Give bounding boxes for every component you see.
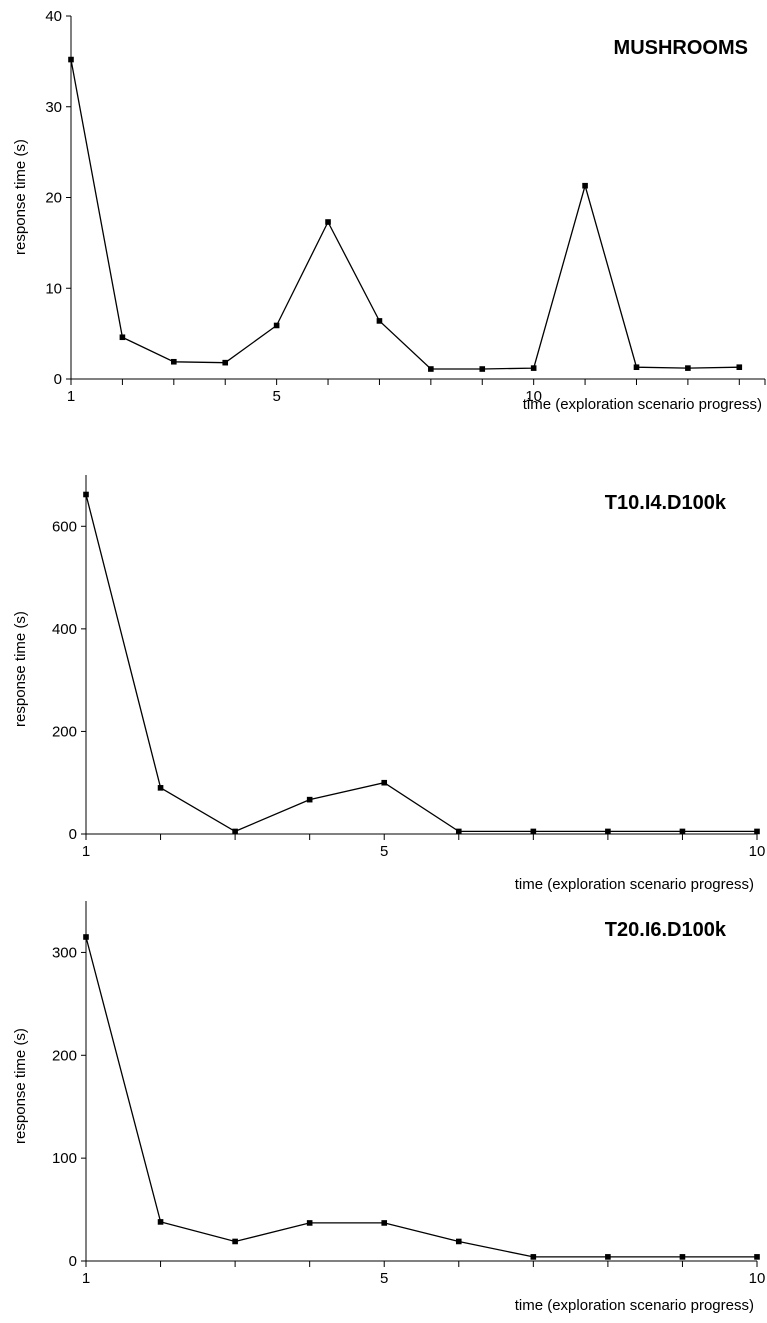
y-axis-title: response time (s): [12, 139, 29, 255]
data-point: [232, 1238, 238, 1245]
series-line: [70, 59, 740, 370]
x-tick-label: 5: [272, 388, 280, 405]
data-point: [679, 1254, 686, 1260]
data-point: [428, 366, 434, 372]
chart-mushrooms: MUSHROOMS response time (s) time (explor…: [12, 8, 766, 413]
x-tick-label: 5: [380, 1270, 388, 1287]
x-axis-title: time (exploration scenario progress): [515, 876, 754, 893]
data-point: [530, 365, 537, 371]
chart-t20-i6-d100k: T20.I6.D100k response time (s) time (exp…: [12, 901, 765, 1314]
x-tick-label: 1: [82, 843, 90, 860]
x-tick-label: 1: [82, 1270, 90, 1287]
data-point: [530, 1254, 537, 1260]
data-point: [381, 779, 388, 786]
data-point: [685, 365, 691, 371]
data-point: [530, 828, 537, 835]
data-point: [605, 828, 611, 835]
x-tick-label: 10: [749, 843, 766, 860]
chart-title: T20.I6.D100k: [605, 919, 727, 941]
data-point: [754, 1254, 760, 1260]
x-tick-label: 10: [749, 1270, 766, 1287]
data-point: [273, 322, 280, 329]
y-tick-label: 30: [45, 99, 62, 116]
y-tick-label: 40: [45, 8, 62, 25]
data-point: [222, 359, 229, 366]
data-point: [736, 364, 743, 371]
data-point: [83, 491, 89, 498]
chart-t10-i4-d100k: T10.I4.D100k response time (s) time (exp…: [12, 475, 765, 893]
y-tick-label: 200: [52, 1047, 77, 1064]
data-point: [605, 1254, 611, 1260]
y-tick-label: 400: [52, 621, 77, 638]
series-line: [85, 936, 757, 1258]
chart-title: T10.I4.D100k: [605, 492, 727, 514]
series-line: [85, 494, 757, 833]
x-axis-title: time (exploration scenario progress): [523, 396, 762, 413]
data-point: [381, 1220, 388, 1226]
data-point: [306, 796, 313, 803]
y-tick-label: 0: [69, 826, 77, 843]
data-point: [171, 358, 177, 365]
data-point: [325, 219, 331, 225]
data-point: [157, 1219, 164, 1225]
data-point: [754, 828, 760, 835]
data-point: [455, 828, 462, 835]
x-tick-label: 5: [380, 843, 388, 860]
data-point: [376, 318, 383, 324]
data-point: [455, 1238, 462, 1245]
x-tick-label: 10: [525, 388, 542, 405]
y-tick-label: 10: [45, 280, 62, 297]
data-point: [633, 364, 640, 371]
data-point: [83, 934, 89, 940]
y-axis-title: response time (s): [12, 611, 29, 727]
y-tick-label: 600: [52, 518, 77, 535]
x-axis-title: time (exploration scenario progress): [515, 1297, 754, 1314]
y-axis-title: response time (s): [12, 1028, 29, 1144]
x-tick-label: 1: [67, 388, 75, 405]
data-point: [679, 828, 686, 835]
y-tick-label: 300: [52, 944, 77, 961]
data-point: [119, 334, 126, 341]
y-tick-label: 100: [52, 1150, 77, 1167]
data-point: [479, 366, 486, 372]
chart-title: MUSHROOMS: [614, 37, 748, 59]
y-tick-label: 0: [54, 371, 62, 388]
y-tick-label: 20: [45, 190, 62, 207]
data-point: [582, 182, 588, 189]
y-tick-label: 0: [69, 1253, 77, 1270]
data-point: [157, 785, 164, 791]
data-point: [306, 1220, 313, 1226]
data-point: [232, 828, 238, 835]
data-point: [68, 56, 74, 63]
y-tick-label: 200: [52, 723, 77, 740]
